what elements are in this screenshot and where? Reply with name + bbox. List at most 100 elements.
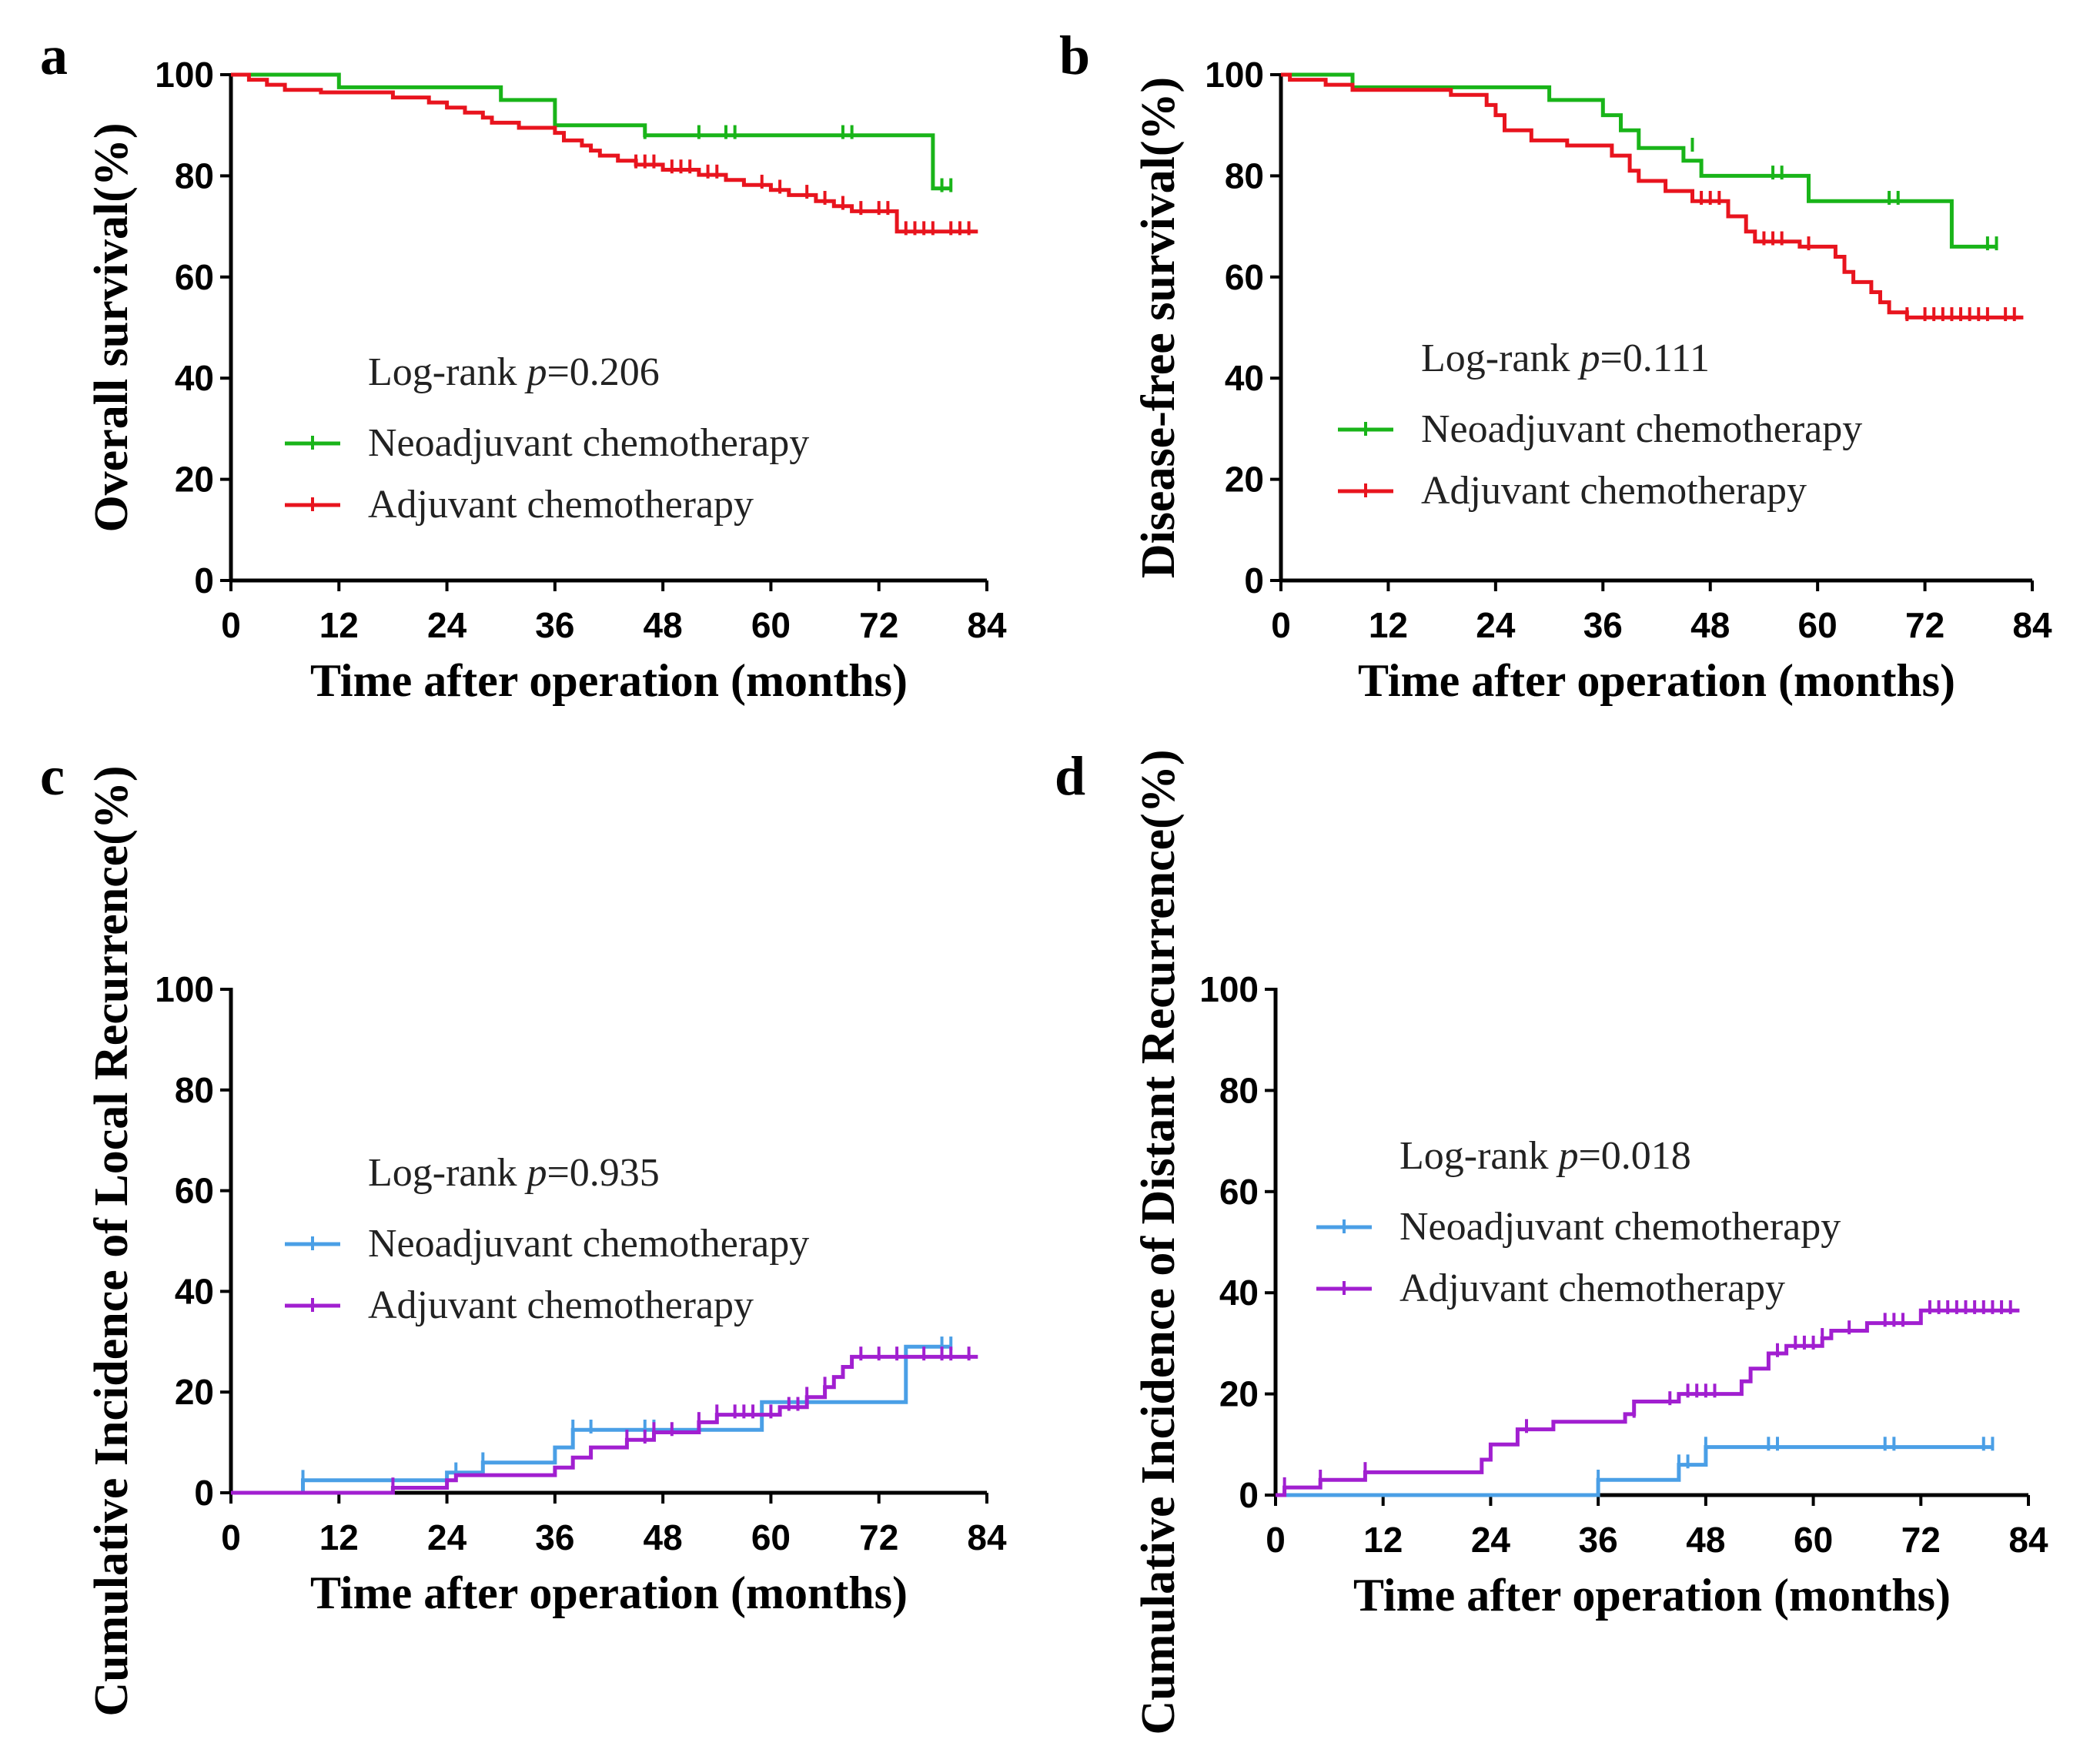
legend-entry-1: Adjuvant chemotherapy <box>285 1283 754 1327</box>
log-rank-text: Log-rank p=0.935 <box>368 1151 660 1195</box>
x-tick-label: 0 <box>221 605 241 645</box>
log-rank-prefix: Log-rank <box>1421 336 1580 380</box>
series-line <box>1281 72 1997 249</box>
chart-panel-c: c 0 20 40 60 80 100 0 12 24 36 48 60 72 84 Time after o… <box>40 745 1007 1717</box>
x-tick-label: 84 <box>2008 1520 2048 1560</box>
y-tick-label: 100 <box>1199 969 1259 1009</box>
x-tick-label: 48 <box>644 1517 683 1557</box>
y-axis-label: Overall survival(%) <box>85 122 138 532</box>
p-value: =0.018 <box>1578 1134 1690 1178</box>
y-tick-label: 40 <box>1219 1273 1259 1313</box>
panel-letter: a <box>40 25 68 86</box>
x-tick-label: 72 <box>859 1517 898 1557</box>
x-tick-label: 84 <box>967 1517 1007 1557</box>
x-tick-label: 12 <box>1369 605 1408 645</box>
legend-entry-0: Neoadjuvant chemotherapy <box>1338 407 1862 451</box>
x-tick-label: 60 <box>751 1517 791 1557</box>
y-tick-label: 20 <box>175 460 214 500</box>
y-axis-label: Disease-free survival(%) <box>1132 77 1185 578</box>
series-1 <box>1276 1300 2020 1497</box>
legend-label: Adjuvant chemotherapy <box>368 483 754 527</box>
x-tick-label: 84 <box>2012 605 2052 645</box>
legend-label: Adjuvant chemotherapy <box>1421 469 1807 513</box>
x-tick-label: 48 <box>644 605 683 645</box>
x-axis-label: Time after operation (months) <box>310 1567 908 1618</box>
p-symbol: p <box>523 350 547 394</box>
x-tick-label: 12 <box>319 1517 359 1557</box>
p-value: =0.206 <box>547 350 659 394</box>
x-tick-label: 72 <box>1905 605 1945 645</box>
series-line <box>1281 72 2024 319</box>
log-rank-text: Log-rank p=0.018 <box>1399 1134 1691 1178</box>
log-rank-text: Log-rank p=0.111 <box>1421 336 1710 380</box>
legend-entry-1: Adjuvant chemotherapy <box>1338 469 1807 513</box>
y-tick-label: 100 <box>155 55 214 95</box>
x-tick-label: 12 <box>1363 1520 1403 1560</box>
legend-label: Adjuvant chemotherapy <box>368 1283 754 1327</box>
series-0 <box>1276 1437 1995 1497</box>
legend-label: Neoadjuvant chemotherapy <box>368 1222 809 1266</box>
series-1 <box>231 1347 978 1495</box>
y-tick-label: 60 <box>1225 257 1264 297</box>
x-tick-label: 36 <box>1579 1520 1618 1560</box>
series-0 <box>231 1336 953 1495</box>
p-symbol: p <box>1555 1134 1578 1178</box>
panel-letter: c <box>40 745 65 807</box>
series-line <box>231 1344 951 1495</box>
y-tick-label: 60 <box>175 257 214 297</box>
x-tick-label: 48 <box>1686 1520 1725 1560</box>
legend-label: Neoadjuvant chemotherapy <box>368 421 809 465</box>
y-tick-label: 40 <box>175 358 214 398</box>
y-tick-label: 80 <box>1219 1070 1259 1110</box>
legend-entry-0: Neoadjuvant chemotherapy <box>1316 1205 1841 1249</box>
series-1 <box>231 72 978 236</box>
log-rank-text: Log-rank p=0.206 <box>368 350 660 394</box>
y-tick-label: 0 <box>1239 1475 1259 1515</box>
chart-panel-d: d 0 20 40 60 80 100 0 12 24 36 48 60 72 84 Time after o… <box>1055 745 2048 1735</box>
y-tick-label: 60 <box>1219 1172 1259 1212</box>
p-symbol: p <box>523 1151 547 1195</box>
x-tick-label: 60 <box>751 605 791 645</box>
y-tick-label: 40 <box>175 1271 214 1311</box>
x-tick-label: 72 <box>859 605 898 645</box>
legend-entry-1: Adjuvant chemotherapy <box>285 483 754 527</box>
legend-label: Neoadjuvant chemotherapy <box>1421 407 1862 451</box>
legend-label: Adjuvant chemotherapy <box>1399 1266 1785 1310</box>
p-value: =0.935 <box>547 1151 659 1195</box>
x-tick-label: 24 <box>1471 1520 1511 1560</box>
x-tick-label: 84 <box>967 605 1007 645</box>
panel-letter: b <box>1059 25 1090 86</box>
series-0 <box>1281 72 1998 251</box>
x-tick-label: 36 <box>1583 605 1623 645</box>
x-tick-label: 24 <box>1476 605 1516 645</box>
p-symbol: p <box>1577 336 1600 380</box>
series-line <box>1276 1308 2020 1497</box>
y-tick-label: 0 <box>194 1473 214 1513</box>
x-tick-label: 72 <box>1901 1520 1941 1560</box>
chart-panel-a: a 0 20 40 60 80 100 0 12 24 36 48 60 72 84 Time after o… <box>40 25 1007 706</box>
legend-label: Neoadjuvant chemotherapy <box>1399 1205 1841 1249</box>
x-tick-label: 0 <box>1266 1520 1286 1560</box>
y-tick-label: 100 <box>1205 55 1264 95</box>
x-tick-label: 24 <box>427 1517 467 1557</box>
series-line <box>231 1354 978 1495</box>
y-tick-label: 100 <box>155 969 214 1009</box>
y-tick-label: 80 <box>1225 156 1264 196</box>
series-line <box>231 72 978 234</box>
x-axis-label: Time after operation (months) <box>1353 1570 1951 1621</box>
x-axis-label: Time after operation (months) <box>1358 655 1955 706</box>
y-tick-label: 80 <box>175 1070 214 1110</box>
y-tick-label: 20 <box>1225 460 1264 500</box>
legend-entry-1: Adjuvant chemotherapy <box>1316 1266 1785 1310</box>
y-tick-label: 60 <box>175 1171 214 1211</box>
x-tick-label: 24 <box>427 605 467 645</box>
x-tick-label: 60 <box>1798 605 1838 645</box>
y-tick-label: 80 <box>175 156 214 196</box>
panel-letter: d <box>1055 745 1085 807</box>
x-tick-label: 0 <box>1271 605 1291 645</box>
x-tick-label: 0 <box>221 1517 241 1557</box>
x-tick-label: 12 <box>319 605 359 645</box>
y-tick-label: 0 <box>194 560 214 600</box>
log-rank-prefix: Log-rank <box>368 1151 527 1195</box>
